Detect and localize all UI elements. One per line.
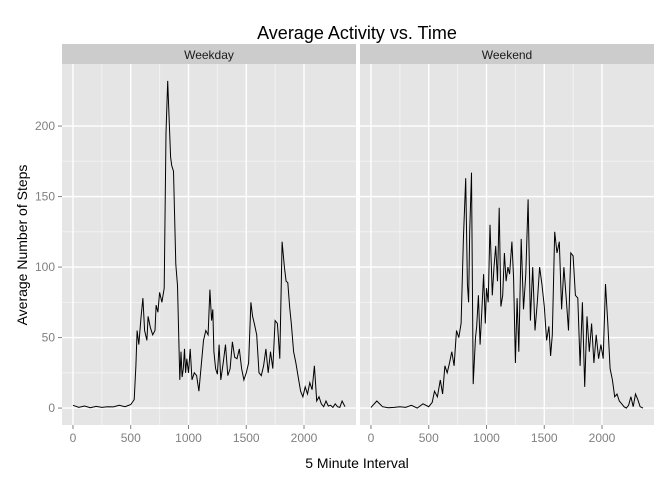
x-tick-label: 1500 [531, 431, 558, 445]
facet-strip [360, 44, 654, 64]
series-line-weekday [72, 80, 346, 409]
panel-background [360, 64, 654, 425]
panel-weekend: Weekend 0 500 1000 1500 2000 [360, 44, 654, 445]
y-tick-label: 150 [35, 190, 55, 204]
x-tick-label: 1000 [473, 431, 500, 445]
facet-strip [62, 44, 356, 64]
y-tick-label: 200 [35, 119, 55, 133]
y-tick-label: 50 [42, 331, 56, 345]
facet-label: Weekend [482, 48, 532, 62]
chart-title: Average Activity vs. Time [257, 23, 457, 43]
x-tick-label: 0 [70, 431, 77, 445]
x-tick-label: 500 [419, 431, 439, 445]
panel-background [62, 64, 356, 425]
y-tick-label: 100 [35, 260, 55, 274]
x-tick-label: 1500 [233, 431, 260, 445]
x-axis-title: 5 Minute Interval [305, 455, 409, 471]
x-tick-label: 1000 [175, 431, 202, 445]
x-tick-label: 500 [121, 431, 141, 445]
x-tick-label: 2000 [291, 431, 318, 445]
x-tick-label: 0 [368, 431, 375, 445]
panel-weekday: Weekday 0 500 1000 1500 2000 0 50 100 150 200 [35, 44, 356, 445]
y-axis-title: Average Number of Steps [14, 165, 30, 326]
series-line-weekend [370, 172, 644, 409]
x-tick-label: 2000 [589, 431, 616, 445]
facet-label: Weekday [184, 48, 234, 62]
y-tick-label: 0 [48, 401, 55, 415]
